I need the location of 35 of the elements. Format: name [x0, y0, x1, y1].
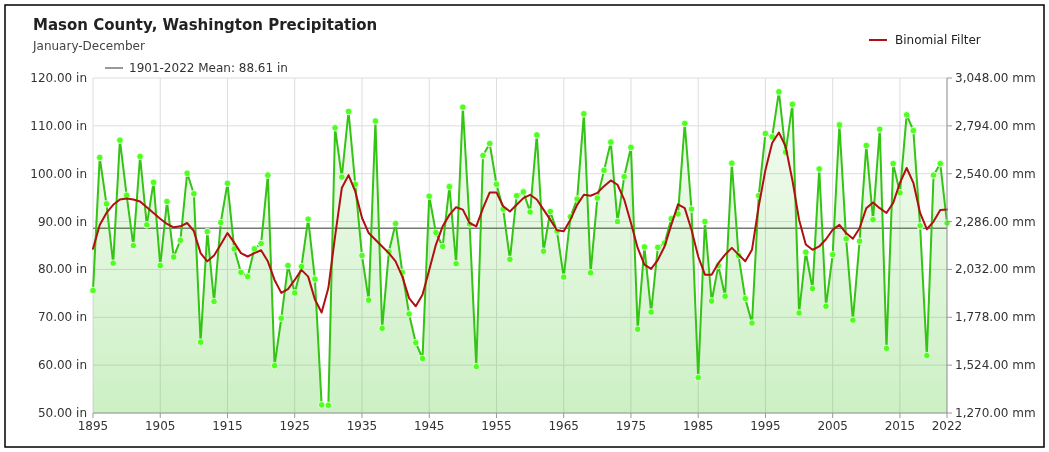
- x-tick-label: 1905: [144, 419, 176, 433]
- y-tick-label: 50.00 in: [37, 406, 87, 420]
- x-tick-label: 1945: [413, 419, 445, 433]
- line-series: [92, 131, 948, 314]
- y-tick-label: 60.00 in: [37, 358, 87, 373]
- x-tick-label: 1995: [750, 419, 781, 433]
- y2-tick-label: 2,286.00 mm: [955, 214, 1036, 229]
- x-tick-label: 1985: [682, 419, 714, 433]
- x-tick-label: 2005: [817, 419, 848, 433]
- y2-tick-label: 2,540.00 mm: [955, 166, 1036, 181]
- legend-label: Binomial Filter: [895, 33, 981, 47]
- y-tick-label: 70.00 in: [37, 310, 87, 325]
- y2-tick-label: 1,270.00 mm: [955, 406, 1036, 420]
- y-tick-label: 100.00 in: [30, 166, 87, 181]
- y2-tick-label: 2,032.00 mm: [955, 262, 1036, 277]
- x-tick-label: 2022: [931, 419, 963, 433]
- y-tick-label: 110.00 in: [30, 118, 87, 133]
- y2-tick-label: 1,524.00 mm: [955, 358, 1036, 373]
- x-tick-label: 1965: [548, 419, 579, 433]
- x-tick-label: 1955: [481, 419, 512, 433]
- chart-title: Mason County, Washington Precipitation: [33, 16, 378, 34]
- y-tick-label: 90.00 in: [37, 214, 87, 229]
- x-tick-label: 2015: [884, 419, 916, 433]
- chart-subtitle: January-December: [32, 39, 145, 53]
- y-tick-label: 80.00 in: [37, 262, 87, 277]
- x-tick-label: 1895: [77, 419, 109, 433]
- x-tick-label: 1935: [346, 419, 378, 433]
- y-tick-label: 120.00 in: [30, 71, 87, 85]
- legend-label: 1901-2022 Mean: 88.61 in: [129, 61, 288, 75]
- y2-tick-label: 2,794.00 mm: [955, 118, 1036, 133]
- x-tick-label: 1915: [212, 419, 243, 433]
- y2-tick-label: 1,778.00 mm: [955, 310, 1036, 325]
- x-tick-label: 1975: [615, 419, 647, 433]
- x-tick-label: 1925: [279, 419, 311, 433]
- y2-tick-label: 3,048.00 mm: [955, 71, 1036, 85]
